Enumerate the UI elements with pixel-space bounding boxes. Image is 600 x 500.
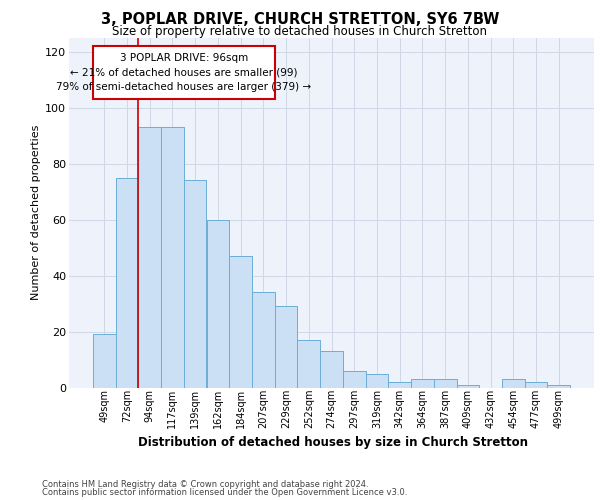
Text: Distribution of detached houses by size in Church Stretton: Distribution of detached houses by size … [138, 436, 528, 449]
Y-axis label: Number of detached properties: Number of detached properties [31, 125, 41, 300]
Bar [365, 374, 388, 388]
Bar [229, 256, 252, 388]
Text: Contains public sector information licensed under the Open Government Licence v3: Contains public sector information licen… [42, 488, 407, 497]
Text: 3 POPLAR DRIVE: 96sqm
← 21% of detached houses are smaller (99)
79% of semi-deta: 3 POPLAR DRIVE: 96sqm ← 21% of detached … [56, 53, 311, 92]
Bar [457, 384, 479, 388]
Bar [388, 382, 411, 388]
Bar [434, 379, 457, 388]
Text: Size of property relative to detached houses in Church Stretton: Size of property relative to detached ho… [113, 25, 487, 38]
Bar [161, 127, 184, 388]
Bar [252, 292, 275, 388]
Bar [206, 220, 229, 388]
Bar [502, 379, 524, 388]
Bar [275, 306, 298, 388]
Text: Contains HM Land Registry data © Crown copyright and database right 2024.: Contains HM Land Registry data © Crown c… [42, 480, 368, 489]
Bar [298, 340, 320, 388]
Text: 3, POPLAR DRIVE, CHURCH STRETTON, SY6 7BW: 3, POPLAR DRIVE, CHURCH STRETTON, SY6 7B… [101, 12, 499, 28]
Bar [116, 178, 139, 388]
Bar [524, 382, 547, 388]
Bar [547, 384, 570, 388]
Bar [320, 351, 343, 388]
Bar [93, 46, 275, 99]
Bar [93, 334, 116, 388]
Bar [139, 127, 161, 388]
Bar [184, 180, 206, 388]
Bar [343, 370, 365, 388]
Bar [411, 379, 434, 388]
